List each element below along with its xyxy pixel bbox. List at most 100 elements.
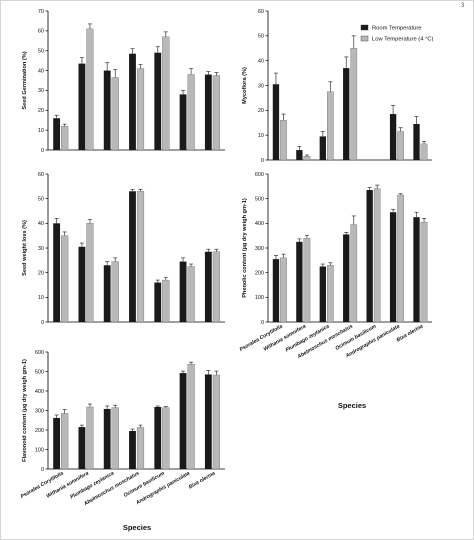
y-axis-label: Phenolic content (µg dry weigh gm-1) <box>242 198 248 298</box>
legend-label-room: Room Temperature <box>372 26 422 32</box>
bar <box>389 114 397 160</box>
bar <box>187 74 195 151</box>
y-tick-label: 0 <box>41 148 44 154</box>
bar <box>162 407 170 470</box>
bar <box>129 191 136 322</box>
y-tick-label: 200 <box>255 270 264 276</box>
bar <box>327 265 334 323</box>
bar <box>366 190 373 322</box>
y-tick-label: 600 <box>255 172 264 178</box>
bar <box>86 406 94 470</box>
x-axis-label: Species <box>123 523 151 532</box>
bar <box>350 224 358 323</box>
y-tick-label: 40 <box>38 68 44 74</box>
bar <box>420 221 428 323</box>
bar <box>272 84 280 160</box>
bar <box>280 257 287 323</box>
y-tick-label: 300 <box>35 408 44 414</box>
bar <box>162 36 170 151</box>
bar <box>61 235 69 323</box>
bar <box>78 63 86 150</box>
bar <box>179 373 187 469</box>
y-tick-label: 50 <box>38 196 44 202</box>
bar <box>111 261 119 323</box>
bar <box>187 363 195 470</box>
y-tick-label: 60 <box>38 29 44 35</box>
y-axis-label: Mycoflora (%) <box>242 67 248 104</box>
bar <box>212 374 220 470</box>
bar <box>136 427 145 470</box>
y-tick-label: 500 <box>35 369 44 375</box>
bar <box>204 74 212 150</box>
y-axis-label: Flavonoid content (µg dry weigh gm-1) <box>22 359 28 462</box>
bar <box>78 246 86 322</box>
y-tick-label: 30 <box>38 246 44 252</box>
y-tick-label: 50 <box>38 49 44 55</box>
bar <box>162 279 170 323</box>
bar <box>397 131 404 161</box>
x-tick-label: Bixa olerina <box>188 470 217 490</box>
legend-swatch-low <box>360 35 369 42</box>
chart-phenolic-content: 0 100 200 300 400 500 600 Phenolic content (µg … <box>239 172 432 410</box>
bar <box>53 417 61 469</box>
bar <box>327 91 334 161</box>
y-tick-label: 60 <box>258 9 264 15</box>
x-axis-label: Species <box>338 401 366 410</box>
y-tick-label: 0 <box>41 320 44 326</box>
bar <box>61 413 69 470</box>
y-tick-label: 50 <box>258 34 264 40</box>
bar <box>413 123 420 160</box>
bar <box>204 251 212 322</box>
bar <box>154 52 162 151</box>
bar <box>350 48 358 161</box>
y-tick-label: 20 <box>258 108 264 114</box>
bar <box>272 259 280 322</box>
y-tick-label: 400 <box>255 221 264 227</box>
y-tick-label: 30 <box>258 83 264 89</box>
bar <box>129 53 136 150</box>
y-axis-label: Seed weight loss (%) <box>22 220 28 276</box>
bar <box>187 266 195 323</box>
y-tick-label: 40 <box>38 221 44 227</box>
bar <box>343 68 350 160</box>
bar <box>154 282 162 322</box>
y-axis-label: Seed Germination (%) <box>22 51 28 109</box>
y-tick-label: 400 <box>35 389 44 395</box>
chart-mycoflora: 0 10 20 30 40 50 60 Mycoflora (%) <box>242 9 432 164</box>
y-tick-label: 0 <box>261 158 264 164</box>
legend-label-low: Low Temperature (4 °C) <box>372 37 434 43</box>
y-tick-label: 70 <box>38 9 44 15</box>
bar <box>420 143 428 161</box>
y-tick-label: 100 <box>255 295 264 301</box>
y-tick-label: 100 <box>35 447 44 453</box>
bar <box>397 194 404 323</box>
bar <box>111 407 119 470</box>
bar <box>86 28 94 151</box>
y-tick-label: 30 <box>38 88 44 94</box>
bar <box>179 94 187 150</box>
bar <box>413 217 420 322</box>
bar <box>136 68 145 151</box>
y-tick-label: 10 <box>258 133 264 139</box>
bar <box>111 77 119 151</box>
bar <box>103 265 111 322</box>
bar <box>61 126 69 151</box>
bar <box>303 156 311 161</box>
bar <box>319 266 326 322</box>
chart-seed-germination: 0 10 20 30 40 50 60 70 Seed Germination (%) <box>22 9 225 154</box>
bar <box>204 374 212 469</box>
bar <box>129 430 136 469</box>
bar <box>78 427 86 469</box>
y-tick-label: 300 <box>255 246 264 252</box>
bar <box>296 241 303 322</box>
bar <box>103 70 111 150</box>
y-tick-label: 0 <box>261 320 264 326</box>
y-tick-label: 500 <box>255 196 264 202</box>
y-tick-label: 10 <box>38 128 44 134</box>
bar <box>389 212 397 322</box>
x-tick-label: Bixa olerina <box>396 323 425 343</box>
bar <box>136 191 145 323</box>
bar <box>212 251 220 323</box>
y-tick-label: 10 <box>38 295 44 301</box>
